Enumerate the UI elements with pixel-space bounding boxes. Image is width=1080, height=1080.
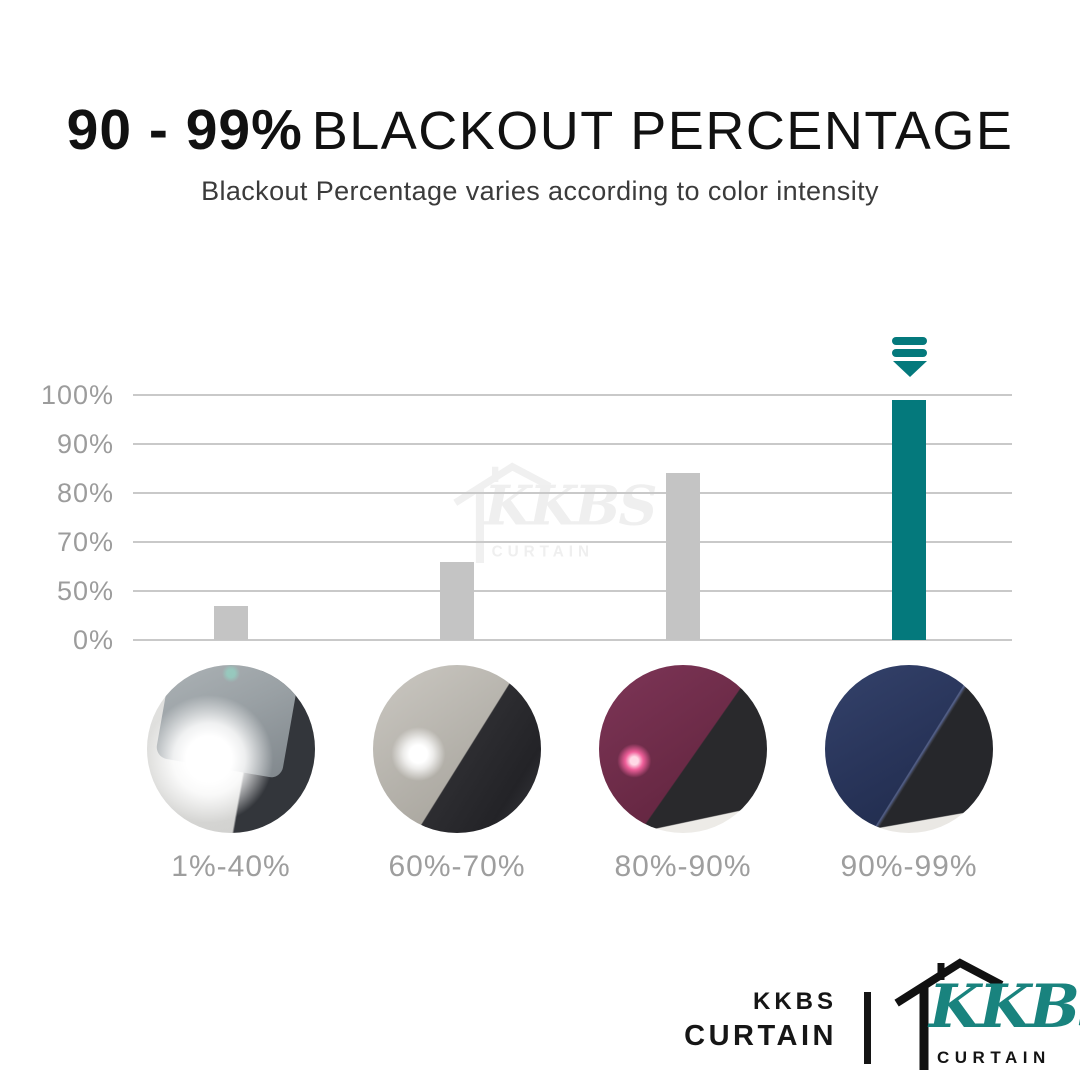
y-axis-tick-label: 90% (56, 429, 114, 459)
swatch-photo-navy (825, 665, 993, 833)
arrow-triangle (892, 361, 927, 377)
watermark-sub-text: CURTAIN (491, 543, 594, 561)
title-text: BLACKOUT PERCENTAGE (311, 101, 1014, 162)
brand-line2: CURTAIN (684, 1020, 837, 1052)
logo-sub-text: CURTAIN (937, 1048, 1051, 1067)
y-axis-tick-label: 100% (40, 380, 114, 410)
brand-wordmark: KKBS CURTAIN (684, 988, 837, 1053)
bar-60%-70% (440, 562, 474, 640)
gridline (133, 492, 1012, 494)
watermark-script-text: KKBS (484, 474, 657, 538)
gridline (133, 590, 1012, 592)
brand-line1: KKBS (752, 988, 837, 1015)
bar-80%-90% (666, 473, 700, 640)
y-axis-tick-label: 50% (56, 576, 114, 606)
gridline (133, 394, 1012, 396)
swatch-photo-sheer-gray (147, 665, 315, 833)
page-title: 90 - 99% BLACKOUT PERCENTAGE (0, 97, 1080, 163)
swatch-range-label: 1%-40% (171, 850, 291, 883)
house-outline-icon (453, 462, 552, 563)
fabric-swatch-4: 90%-99% (825, 665, 993, 884)
footer-divider (864, 992, 871, 1064)
bar-90%-99% (892, 400, 926, 640)
swatch-photo-burgundy (599, 665, 767, 833)
y-axis-tick-label: 70% (56, 527, 114, 557)
subtitle: Blackout Percentage varies according to … (201, 176, 879, 206)
swatch-range-label: 80%-90% (614, 850, 752, 883)
y-axis-tick-label: 0% (72, 625, 114, 655)
gridline (133, 443, 1012, 445)
fabric-swatch-1: 1%-40% (147, 665, 315, 884)
bar-1%-40% (214, 606, 248, 640)
kkbs-watermark: KKBS CURTAIN (452, 455, 658, 570)
swatch-range-label: 60%-70% (388, 850, 526, 883)
fabric-swatch-2: 60%-70% (373, 665, 541, 884)
house-outline-icon (894, 958, 1004, 1070)
gridline (133, 639, 1012, 641)
swatch-photo-gray (373, 665, 541, 833)
swatch-range-label: 90%-99% (840, 850, 978, 883)
fabric-swatch-3: 80%-90% (599, 665, 767, 884)
logo-script-text: KKBS (929, 972, 1080, 1042)
arrow-dash (892, 337, 927, 345)
arrow-dash (892, 349, 927, 357)
highlight-down-arrow-icon (892, 337, 927, 377)
y-axis-tick-label: 80% (56, 478, 114, 508)
kkbs-logo: KKBS CURTAIN (893, 950, 1080, 1078)
gridline (133, 541, 1012, 543)
title-range: 90 - 99% (66, 98, 303, 163)
